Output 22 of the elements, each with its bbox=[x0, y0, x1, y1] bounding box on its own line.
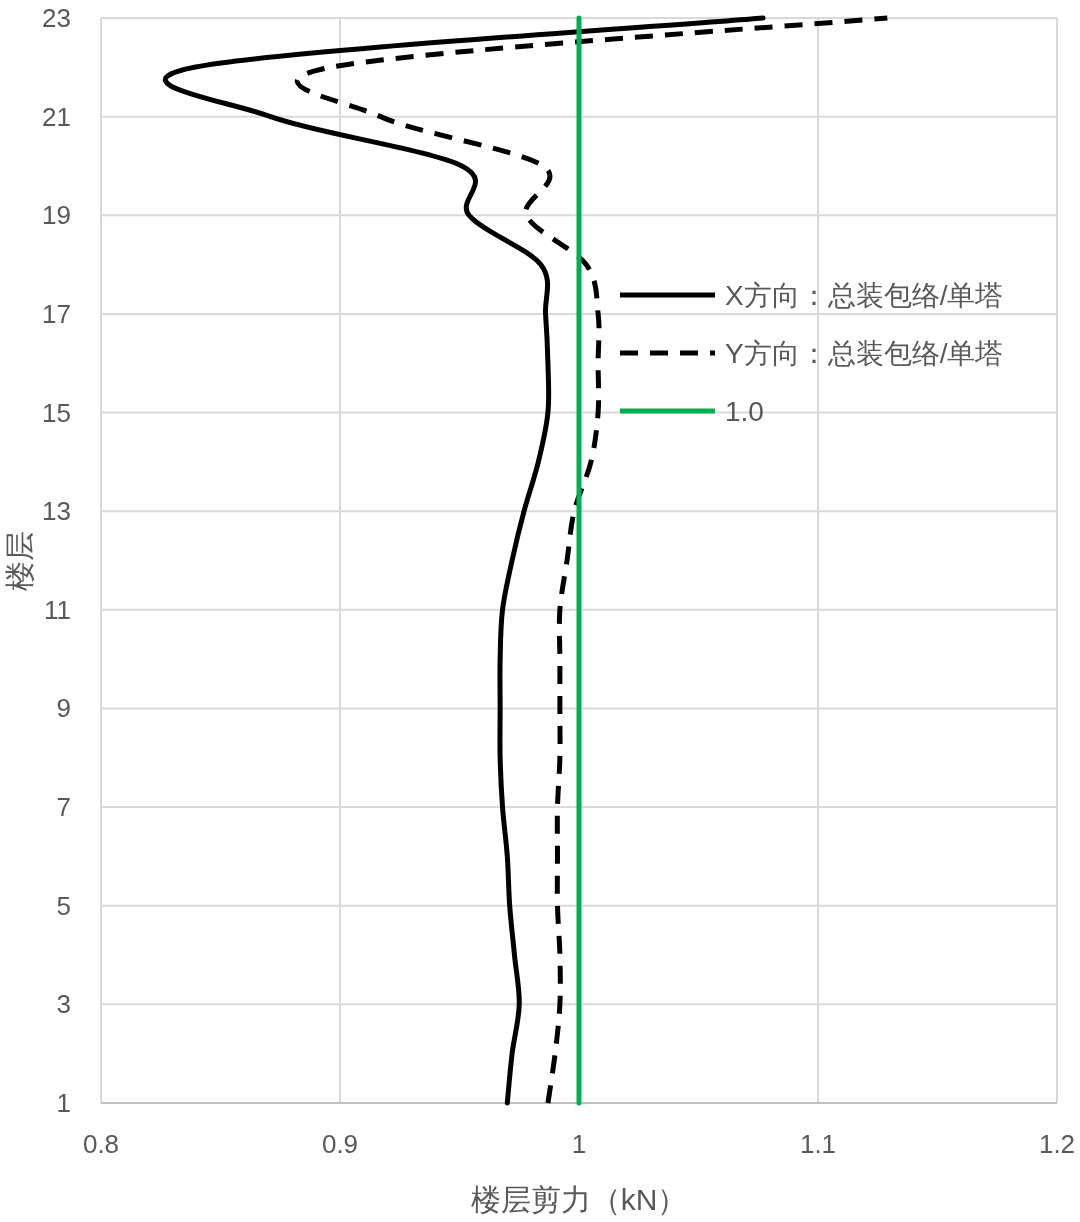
x-axis-title: 楼层剪力（kN） bbox=[470, 1183, 688, 1216]
y-tick-label: 13 bbox=[42, 496, 71, 527]
y-tick-label: 7 bbox=[56, 792, 71, 823]
y-tick-label: 23 bbox=[42, 3, 71, 33]
y-tick-label: 5 bbox=[56, 890, 71, 921]
x-tick-label: 1.2 bbox=[1038, 1129, 1076, 1159]
legend-label: Y方向：总装包络/单塔 bbox=[725, 338, 1004, 369]
y-tick-label: 19 bbox=[42, 200, 71, 231]
y-tick-label: 15 bbox=[42, 397, 71, 428]
y-tick-label: 3 bbox=[56, 989, 71, 1020]
x-tick-label: 0.8 bbox=[82, 1129, 120, 1159]
legend-label: 1.0 bbox=[725, 396, 764, 427]
y-axis-title: 楼层 bbox=[3, 530, 36, 591]
y-tick-label: 1 bbox=[56, 1088, 71, 1118]
x-tick-label: 1 bbox=[571, 1129, 587, 1159]
y-tick-label: 17 bbox=[42, 298, 71, 329]
x-tick-label: 1.1 bbox=[799, 1129, 837, 1159]
x-tick-label: 0.9 bbox=[321, 1129, 359, 1159]
y-tick-label: 11 bbox=[44, 594, 71, 625]
y-tick-label: 9 bbox=[56, 693, 71, 724]
legend-label: X方向：总装包络/单塔 bbox=[725, 280, 1004, 311]
y-tick-label: 21 bbox=[42, 101, 71, 132]
